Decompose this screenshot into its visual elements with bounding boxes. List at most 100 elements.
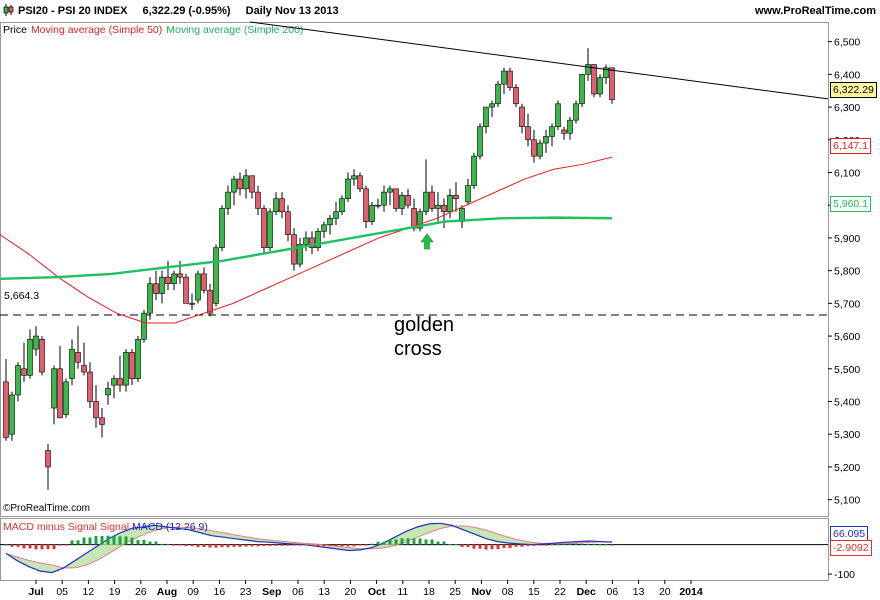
legend-ma50: Moving average (Simple 50)	[30, 24, 163, 36]
candle	[549, 126, 555, 137]
candle	[375, 204, 381, 207]
annotation-line-1: golden	[394, 314, 455, 336]
x-tick-label: Nov	[471, 586, 491, 598]
x-tick-label: 08	[502, 586, 514, 598]
candle	[9, 394, 15, 435]
candle	[603, 67, 609, 78]
x-tick-label: 12	[83, 586, 95, 598]
golden-cross-annotation: golden cross	[394, 313, 454, 361]
x-tick-label: 09	[187, 586, 199, 598]
macd-histogram-bar	[34, 544, 38, 550]
macd-histogram-bar	[376, 541, 380, 545]
macd-histogram-bar	[100, 536, 104, 545]
x-tick-label: 05	[56, 586, 68, 598]
macd-histogram-bar	[526, 544, 530, 546]
candle	[69, 348, 75, 379]
macd-histogram-bar	[22, 544, 26, 549]
candle	[345, 178, 351, 199]
candle	[147, 283, 153, 314]
candle	[189, 303, 195, 305]
candle	[249, 175, 255, 193]
candle	[27, 339, 33, 376]
y-tick-label: 5,200	[834, 462, 860, 474]
candle	[315, 231, 321, 249]
macd-histogram-bar	[346, 544, 350, 547]
candle	[243, 175, 249, 190]
macd-histogram-bar	[232, 544, 236, 547]
candle	[447, 195, 453, 213]
candle	[579, 74, 585, 105]
macd-histogram-bar	[268, 544, 272, 546]
candle	[609, 67, 615, 101]
candle	[81, 365, 87, 373]
candle	[399, 195, 405, 209]
trendline	[249, 21, 829, 100]
legend-price: Price	[3, 24, 27, 36]
candle	[435, 204, 441, 209]
header-title: PSI20 - PSI 20 INDEX 6,322.29 (-0.95%) D…	[18, 5, 339, 17]
y-tick-label: 6,500	[834, 37, 860, 49]
macd-histogram-bar	[214, 544, 218, 548]
candle	[39, 339, 45, 373]
macd-histogram-bar	[88, 537, 92, 545]
macd-histogram-bar	[52, 544, 56, 550]
x-tick-label: Dec	[577, 586, 596, 598]
macd-histogram-bar	[556, 544, 560, 546]
candle	[363, 188, 369, 222]
x-tick-label: 13	[318, 586, 330, 598]
macd-histogram-bar	[382, 541, 386, 545]
macd-histogram-bar	[604, 544, 608, 546]
macd-histogram-bar	[436, 541, 440, 545]
site-link[interactable]: www.ProRealTime.com	[754, 5, 876, 17]
x-tick-label: 20	[345, 586, 357, 598]
macd-histogram-bar	[322, 544, 326, 547]
candle	[261, 208, 267, 249]
macd-histogram-bar	[160, 543, 164, 545]
chart-header: PSI20 - PSI 20 INDEX 6,322.29 (-0.95%) D…	[0, 0, 880, 22]
candle	[57, 368, 63, 419]
candle	[87, 371, 93, 402]
candle	[555, 103, 561, 127]
candle	[3, 381, 9, 438]
x-tick-label: 2014	[679, 586, 703, 598]
macd-histogram-bar	[106, 535, 110, 545]
candle	[519, 106, 525, 127]
legend-macd: MACD (12 26 9)	[131, 521, 208, 533]
x-tick-label: 25	[449, 586, 461, 598]
candle	[561, 129, 567, 134]
candle	[543, 136, 549, 144]
x-tick-label: 06	[607, 586, 619, 598]
candle	[165, 276, 171, 285]
macd-histogram-bar	[130, 537, 134, 545]
candle	[537, 142, 543, 157]
macd-histogram-bar	[220, 544, 224, 548]
macd-histogram-bar	[238, 544, 242, 547]
macd-histogram-bar	[226, 544, 230, 548]
macd-histogram-bar	[610, 544, 614, 546]
x-tick-label: 22	[554, 586, 566, 598]
candle	[21, 368, 27, 376]
x-tick-label: Aug	[157, 586, 177, 598]
candle	[567, 119, 573, 134]
macd-histogram-bar	[16, 544, 20, 547]
candle	[339, 198, 345, 213]
period-date: Daily Nov 13 2013	[245, 5, 339, 17]
macd-histogram-bar	[496, 544, 500, 550]
macd-histogram-bar	[40, 544, 44, 550]
candle	[159, 276, 165, 294]
x-tick-label: 19	[109, 586, 121, 598]
candle	[135, 339, 141, 379]
macd-histogram-bar	[460, 544, 464, 547]
macd-histogram-bar	[4, 544, 8, 546]
candle	[15, 365, 21, 396]
macd-histogram-bar	[58, 544, 62, 546]
ma50-line	[0, 156, 613, 324]
y-tick-label: 5,400	[834, 396, 860, 408]
macd-histogram-bar	[136, 539, 140, 545]
macd-histogram-bar	[334, 544, 338, 547]
legend-macd-hist: MACD minus Signal Signal	[3, 521, 130, 533]
macd-histogram-bar	[184, 544, 188, 546]
y-tick-label: 5,100	[834, 495, 860, 507]
candle	[171, 273, 177, 285]
